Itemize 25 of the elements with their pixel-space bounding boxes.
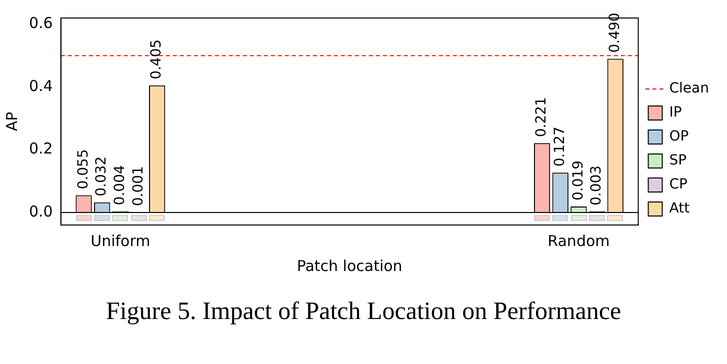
data-label: 0.127 — [552, 126, 568, 167]
x-axis-title: Patch location — [296, 256, 402, 275]
y-tick-label: 0.0 — [28, 202, 53, 220]
y-axis-title: AP — [2, 112, 21, 132]
text: Figure 5. Impact of Patch Location on Performance — [104, 298, 622, 326]
y-tick-label: 0.6 — [28, 14, 53, 32]
data-label: 0.055 — [75, 149, 92, 190]
data-label: 0.490 — [606, 12, 623, 53]
legend-label: Clean — [669, 80, 710, 97]
legend-label: Att — [669, 200, 690, 217]
legend-label: CP — [669, 176, 688, 193]
legend-label: OP — [669, 128, 689, 145]
y-tick-label: 0.4 — [28, 76, 53, 95]
data-label: 0.221 — [534, 97, 550, 138]
data-label: 0.019 — [570, 160, 586, 200]
data-label: 0.004 — [112, 165, 128, 206]
x-tick-label: Random — [548, 232, 610, 250]
data-label: 0.001 — [130, 166, 146, 206]
data-label: 0.003 — [588, 165, 605, 206]
x-tick-label: Uniform — [90, 232, 150, 250]
data-label: 0.032 — [94, 156, 110, 196]
data-label: 0.405 — [148, 39, 165, 80]
y-tick-label: 0.2 — [28, 140, 53, 158]
legend-label: SP — [669, 152, 687, 169]
legend-label: IP — [669, 104, 682, 121]
